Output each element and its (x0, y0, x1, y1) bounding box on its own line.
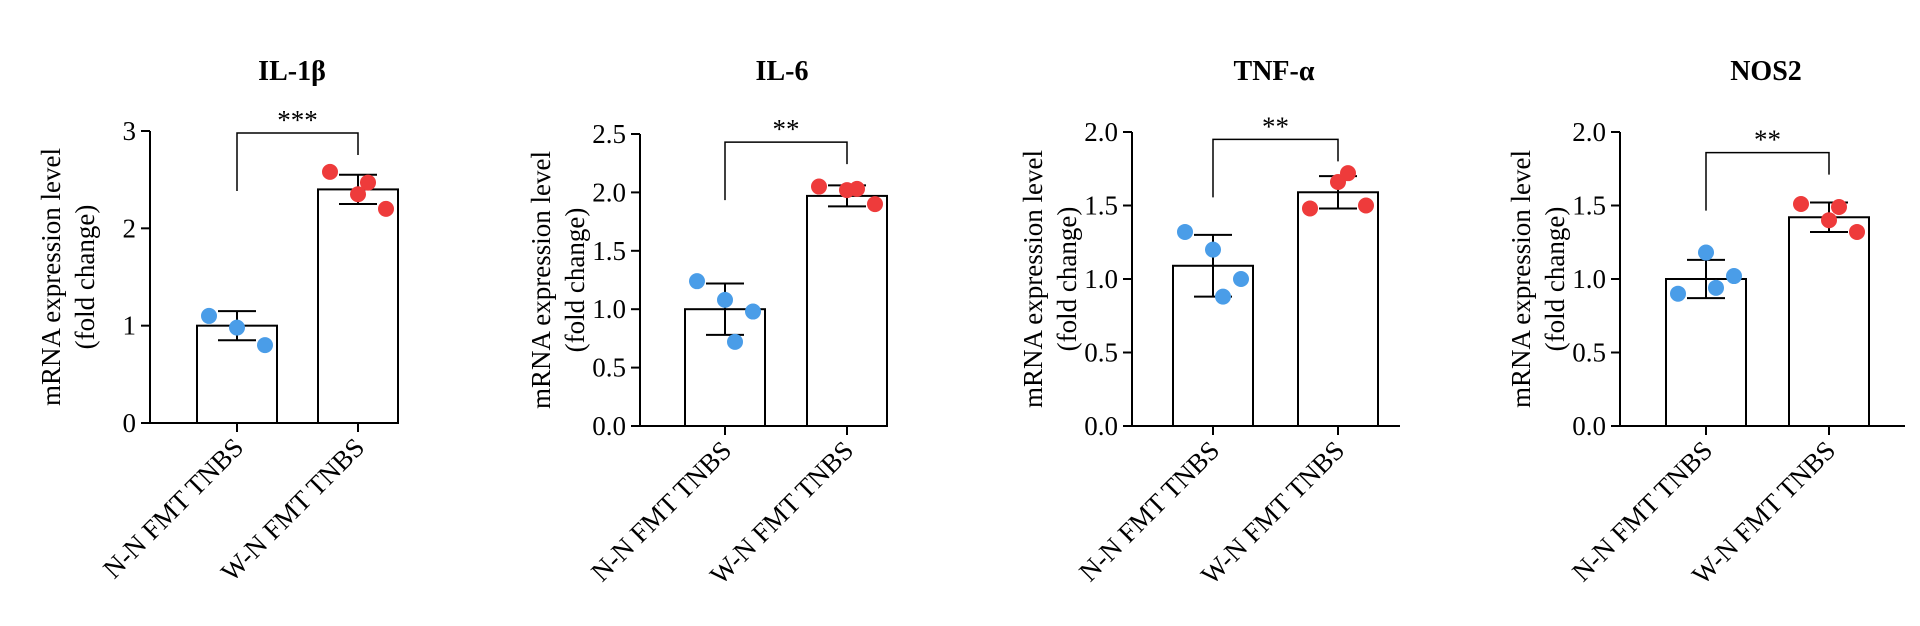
data-point (727, 333, 743, 350)
chart-title: IL-1β (258, 56, 326, 87)
y-tick-label: 1.0 (1572, 264, 1606, 294)
data-point (1849, 223, 1865, 240)
data-point (867, 196, 883, 213)
y-tick-label: 0.5 (592, 353, 626, 383)
bar-2 (1788, 216, 1870, 427)
significance-bracket (236, 132, 359, 191)
data-point (1831, 198, 1847, 215)
y-tick-label: 0.0 (592, 411, 626, 441)
significance-label: ** (1754, 125, 1781, 155)
y-axis-label: (fold change) (70, 205, 100, 350)
y-tick-label: 1.5 (1084, 191, 1118, 221)
data-point (689, 273, 705, 290)
significance-label: *** (277, 105, 318, 135)
data-point (849, 180, 865, 197)
data-point (350, 186, 366, 203)
y-tick-label: 1.0 (592, 294, 626, 324)
chart-title: TNF-α (1234, 56, 1315, 87)
chart-panel-1: IL-1β mRNA expression level (fold change) 0… (36, 56, 399, 587)
y-tick-label: 2.0 (1572, 117, 1606, 147)
significance-label: ** (1262, 111, 1289, 141)
y-tick-label: 0.5 (1084, 338, 1118, 368)
data-point (322, 163, 338, 180)
y-tick-label: 2.0 (592, 177, 626, 207)
data-point (378, 200, 394, 217)
data-point (1726, 268, 1742, 285)
y-axis-label: mRNA expression level (1018, 150, 1048, 408)
data-point (1708, 279, 1724, 296)
data-point (745, 303, 761, 320)
data-point (1821, 212, 1837, 229)
data-point (1358, 197, 1374, 214)
data-point (1177, 223, 1193, 240)
y-tick-label: 2 (123, 213, 137, 243)
data-point (1670, 285, 1686, 302)
data-point (1340, 165, 1356, 182)
bar-1 (1172, 264, 1254, 427)
y-tick-label: 0 (123, 408, 137, 438)
y-tick-label: 1.5 (592, 236, 626, 266)
bar-2 (1297, 191, 1379, 427)
y-tick-label: 3 (123, 116, 137, 146)
y-axis-label: mRNA expression level (36, 148, 66, 406)
y-tick-label: 0.0 (1084, 411, 1118, 441)
chart-title: IL-6 (756, 56, 809, 87)
chart-title: NOS2 (1730, 56, 1802, 87)
data-point (717, 291, 733, 308)
data-point (257, 337, 273, 354)
y-axis-label: mRNA expression level (1506, 150, 1536, 408)
y-tick-label: 1.0 (1084, 264, 1118, 294)
y-tick-label: 1.5 (1572, 191, 1606, 221)
bar-2 (317, 188, 399, 424)
significance-bracket (1212, 138, 1339, 198)
data-point (1205, 241, 1221, 258)
y-axis-label: (fold change) (560, 208, 590, 353)
y-tick-label: 0.0 (1572, 411, 1606, 441)
bar-1 (1665, 278, 1747, 427)
significance-label: ** (773, 114, 800, 144)
data-point (1215, 288, 1231, 305)
bar-2 (806, 194, 888, 427)
data-point (1698, 244, 1714, 261)
significance-bracket (724, 141, 848, 201)
data-point (1302, 200, 1318, 217)
y-axis-label: (fold change) (1540, 207, 1570, 352)
y-tick-label: 1 (123, 311, 137, 341)
y-tick-label: 2.0 (1084, 117, 1118, 147)
y-axis-label: mRNA expression level (526, 151, 556, 409)
data-point (201, 307, 217, 324)
y-axis-label: (fold change) (1052, 207, 1082, 352)
y-tick-label: 0.5 (1572, 338, 1606, 368)
data-point (1233, 271, 1249, 287)
data-point (811, 178, 827, 195)
data-point (360, 174, 376, 191)
data-point (1793, 196, 1809, 213)
significance-bracket (1705, 151, 1830, 211)
data-point (229, 319, 245, 336)
y-tick-label: 2.5 (592, 119, 626, 149)
